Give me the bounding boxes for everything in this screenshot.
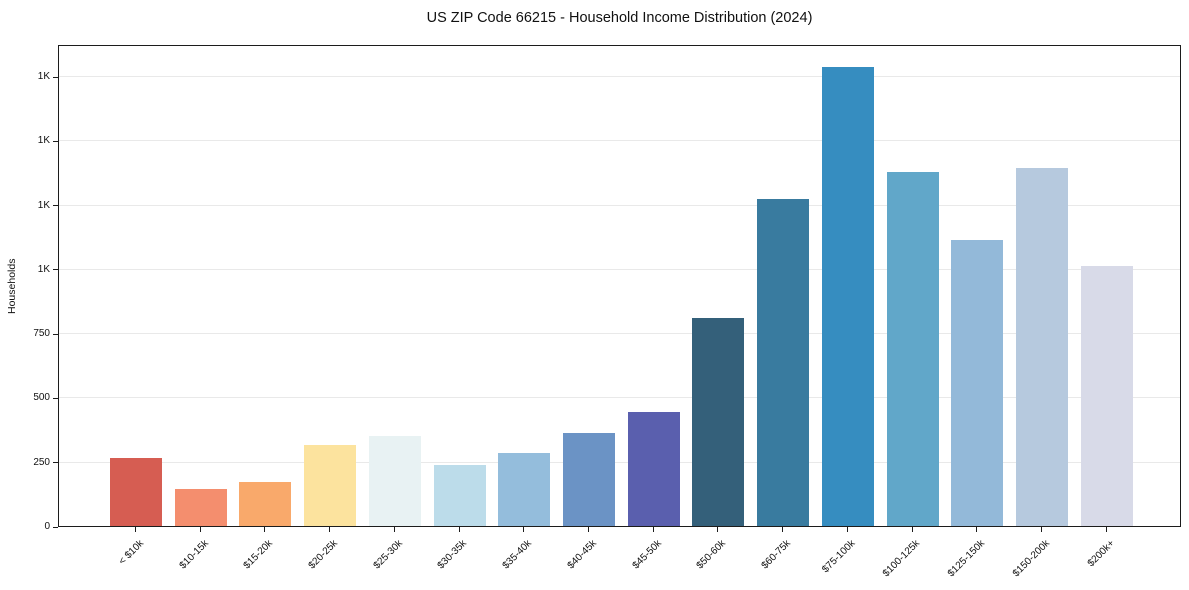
bar <box>886 172 939 526</box>
bar <box>1080 266 1133 526</box>
x-tick-label: $100-125k <box>881 538 923 580</box>
plot-area <box>58 45 1181 527</box>
bar <box>951 240 1004 526</box>
x-tick-mark <box>135 527 136 532</box>
x-tick-label: $125-150k <box>945 538 988 580</box>
x-tick-mark <box>199 527 201 532</box>
x-tick-label: $75-100k <box>820 538 858 576</box>
gridline <box>59 397 1180 399</box>
gridline <box>59 76 1180 78</box>
bar <box>498 452 551 526</box>
bar <box>368 435 421 526</box>
gridline <box>59 461 1180 463</box>
chart-title: US ZIP Code 66215 - Household Income Dis… <box>426 10 813 26</box>
bar <box>563 432 616 526</box>
bar <box>110 457 162 526</box>
x-tick-label: < $10k <box>116 538 146 568</box>
bar <box>757 198 810 526</box>
x-tick-mark <box>458 527 460 532</box>
bar <box>174 489 227 526</box>
x-tick-label: $60-75k <box>759 538 793 572</box>
x-tick-label: $45-50k <box>630 538 664 572</box>
x-tick-label: $150-200k <box>1010 538 1052 580</box>
bar <box>1016 168 1069 526</box>
gridline <box>59 204 1180 206</box>
x-tick-mark <box>1041 527 1043 532</box>
x-tick-mark <box>652 527 654 532</box>
x-tick-mark <box>523 527 525 532</box>
x-tick-mark <box>846 527 848 532</box>
x-tick-mark <box>329 527 331 532</box>
gridline <box>59 140 1180 142</box>
x-tick-mark <box>911 527 913 532</box>
x-tick-mark <box>1105 527 1107 532</box>
x-tick-label: $20-25k <box>306 538 340 572</box>
x-tick-label: $50-60k <box>694 538 729 572</box>
x-tick-label: $35-40k <box>500 538 535 572</box>
x-tick-label: $200k+ <box>1085 538 1117 570</box>
bar <box>304 445 357 526</box>
x-tick-mark <box>393 527 395 532</box>
x-tick-mark <box>976 527 978 532</box>
x-tick-mark <box>782 527 784 532</box>
bar <box>692 317 745 526</box>
bar <box>433 465 486 526</box>
bar <box>239 482 292 526</box>
x-tick-label: $15-20k <box>241 538 276 572</box>
x-tick-mark <box>588 527 590 532</box>
x-tick-label: $10-15k <box>177 538 211 572</box>
gridline <box>59 268 1180 270</box>
x-tick-mark <box>264 527 266 532</box>
bar <box>821 66 874 526</box>
gridline <box>59 333 1180 335</box>
x-tick-label: $40-45k <box>565 538 599 572</box>
y-axis-title: Households <box>6 258 18 314</box>
x-tick-label: $25-30k <box>371 538 405 572</box>
x-tick-mark <box>717 527 719 532</box>
x-tick-label: $30-35k <box>436 538 470 572</box>
bar <box>627 412 680 526</box>
